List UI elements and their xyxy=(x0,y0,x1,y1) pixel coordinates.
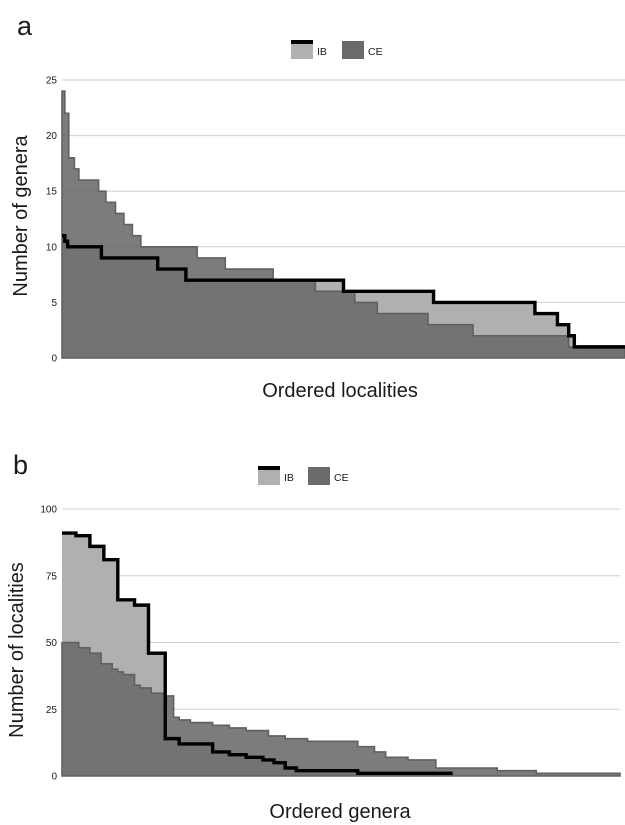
legend-line-ib xyxy=(258,466,280,470)
legend: IB CE xyxy=(291,40,383,59)
y-tick-label: 25 xyxy=(46,76,58,87)
panel-b: b 0 25 50 75 100 Ordered genera Number of lo… xyxy=(6,450,621,823)
y-axis-title: Number of localities xyxy=(6,562,28,738)
legend-label-ce: CE xyxy=(334,472,349,484)
area-ce xyxy=(61,90,625,359)
area-series xyxy=(61,90,625,359)
legend-swatch-ce xyxy=(342,41,364,59)
legend-label-ib: IB xyxy=(284,472,294,484)
area-series xyxy=(61,531,621,777)
legend-label-ce: CE xyxy=(368,46,383,58)
y-axis-title: Number of genera xyxy=(10,135,32,297)
y-tick-label: 20 xyxy=(46,131,58,142)
y-tick-label: 0 xyxy=(51,772,57,783)
x-axis-title: Ordered genera xyxy=(269,801,411,823)
panel-a: a 0 5 10 15 20 25 Ordered localities Number o… xyxy=(10,11,625,402)
line-ib xyxy=(62,531,453,776)
line-ib xyxy=(62,233,625,349)
panel-label: b xyxy=(13,450,28,480)
y-tick-label: 100 xyxy=(40,505,57,516)
y-tick-label: 75 xyxy=(46,571,58,582)
y-tick-label: 5 xyxy=(51,298,57,309)
y-tick-label: 0 xyxy=(51,354,57,365)
y-tick-label: 25 xyxy=(46,705,58,716)
y-tick-label: 50 xyxy=(46,638,58,649)
panel-label: a xyxy=(17,11,33,41)
legend-swatch-ib xyxy=(258,467,280,485)
legend: IB CE xyxy=(258,466,349,485)
legend-swatch-ib xyxy=(291,41,313,59)
x-axis-title: Ordered localities xyxy=(262,380,418,402)
y-tick-labels: 0 25 50 75 100 xyxy=(40,505,57,783)
legend-line-ib xyxy=(291,40,313,44)
legend-label-ib: IB xyxy=(317,46,327,58)
y-tick-labels: 0 5 10 15 20 25 xyxy=(46,76,58,365)
y-tick-label: 15 xyxy=(46,187,58,198)
y-tick-label: 10 xyxy=(46,242,58,253)
legend-swatch-ce xyxy=(308,467,330,485)
